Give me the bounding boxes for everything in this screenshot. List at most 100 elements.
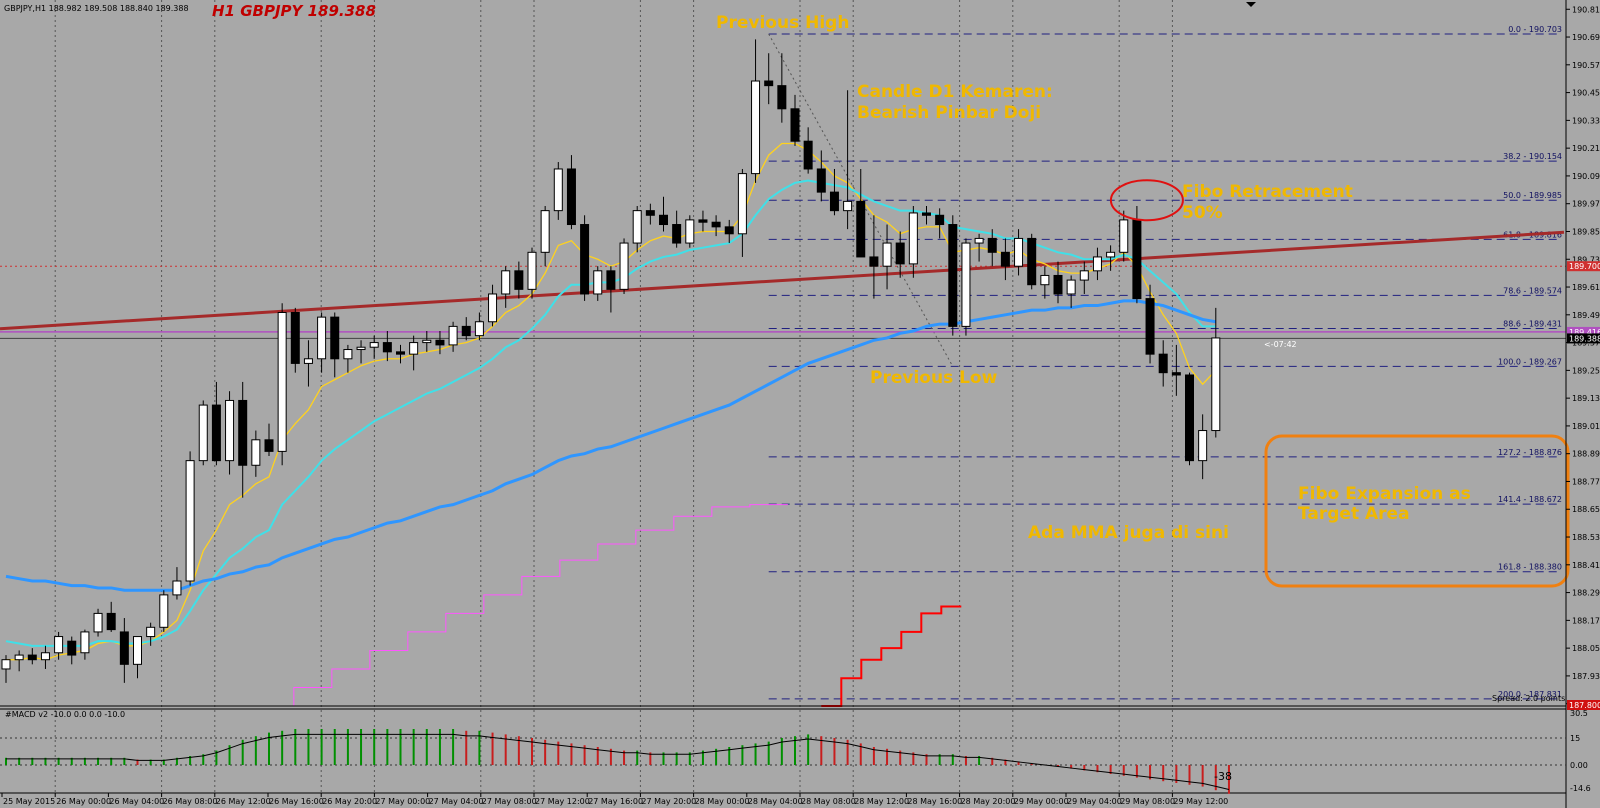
candle-bull <box>369 342 379 348</box>
fibo-level-label: 0.0 - 190.703 <box>1508 25 1562 34</box>
mma-step-line <box>255 504 788 707</box>
price-tick-label: 189.250 <box>1572 366 1600 375</box>
price-tick-label: 190.690 <box>1572 33 1600 42</box>
candle-bear <box>790 108 800 142</box>
candle-bull <box>1211 337 1221 432</box>
symbol-info: GBPJPY,H1 188.982 189.508 188.840 189.38… <box>4 4 189 13</box>
candle-bull <box>422 339 432 344</box>
candle-bear <box>948 224 958 327</box>
candle-bull <box>974 237 984 244</box>
macd-panel[interactable]: 30.5 15 0.00 -14.6 <box>0 709 1591 794</box>
candle-bull <box>159 594 169 628</box>
candle-bull <box>93 612 103 633</box>
time-tick-label: 27 May 12:00 <box>535 797 590 806</box>
annotation-fibo-expansion-line2: Target Area <box>1298 504 1410 524</box>
candle-bull <box>685 219 695 244</box>
annotation-shapes <box>1109 179 1570 588</box>
candle-bull <box>303 358 313 364</box>
time-tick-label: 26 May 20:00 <box>322 797 377 806</box>
annotation-candle-d1-line2: Bearish Pinbar Doji <box>857 103 1041 123</box>
target-step-line <box>821 605 962 707</box>
price-tick-label: 188.170 <box>1572 616 1600 625</box>
fibo-level-label: 88.6 - 189.431 <box>1503 319 1562 328</box>
candle-bear <box>659 214 668 226</box>
chart-title: H1 GBPJPY 189.388 <box>212 2 376 20</box>
candle-bull <box>448 325 458 346</box>
price-tag-ma-bg <box>1567 326 1600 337</box>
price-tick-label: 188.770 <box>1572 477 1600 486</box>
price-tag-hline-bg <box>1567 261 1600 272</box>
fibo-level-label: 78.6 - 189.574 <box>1503 286 1562 295</box>
candle-bull <box>198 404 208 462</box>
shift-marker-icon[interactable] <box>1246 2 1256 7</box>
candle-bear <box>803 140 813 170</box>
time-tick-label: 29 May 00:00 <box>1014 797 1069 806</box>
time-tick-label: 26 May 00:00 <box>56 797 111 806</box>
candle-bear <box>698 219 708 223</box>
candle-bull <box>40 652 50 661</box>
candle-bear <box>816 168 826 193</box>
candle-bull <box>632 210 642 244</box>
annotation-candle-d1-line1: Candle D1 Kemaren: <box>857 82 1053 102</box>
time-tick-label: 26 May 08:00 <box>163 797 218 806</box>
time-tick-label: 29 May 12:00 <box>1173 797 1228 806</box>
price-tick-label: 188.650 <box>1572 505 1600 514</box>
candle-bear <box>566 168 576 226</box>
annotation-mma: Ada MMA juga di sini <box>1028 523 1229 543</box>
candle-bull <box>1092 256 1102 272</box>
fibo-level-label: 38.2 - 190.154 <box>1503 152 1562 161</box>
fibo-level-label: 141.4 - 188.672 <box>1498 495 1562 504</box>
highlight-ellipse <box>1109 179 1184 222</box>
candle-bull <box>501 270 511 295</box>
candlesticks <box>1 39 1221 683</box>
candle-bull <box>251 439 261 466</box>
bar-countdown: <-07:42 <box>1264 340 1297 349</box>
time-tick-label: 28 May 00:00 <box>695 797 750 806</box>
macd-tick-label: -14.6 <box>1570 784 1591 793</box>
candle-bear <box>290 311 300 364</box>
candle-bull <box>80 631 90 654</box>
candle-bull <box>1119 219 1129 253</box>
candle-bull <box>1066 279 1076 295</box>
candle-bear <box>435 339 445 346</box>
candle-bull <box>317 316 327 360</box>
candle-bear <box>869 256 879 267</box>
candle-bull <box>751 80 761 175</box>
fibo-level-label: 50.0 - 189.985 <box>1503 191 1562 200</box>
candle-bear <box>580 224 590 295</box>
candle-bull <box>409 342 419 355</box>
fibo-level-label: 161.8 - 188.380 <box>1498 563 1562 572</box>
candle-bear <box>461 325 471 337</box>
candle-bear <box>1027 237 1037 286</box>
grid <box>54 0 1173 793</box>
candle-bull <box>1040 274 1050 286</box>
price-tag-bottom-bg <box>1567 700 1600 710</box>
price-tick-label: 190.570 <box>1572 61 1600 70</box>
annotation-fibo-retracement-line1: Fibo Retracement <box>1182 182 1353 202</box>
candle-bear <box>514 270 524 290</box>
candle-bear <box>645 210 655 216</box>
trendline <box>0 230 1565 331</box>
candle-bull <box>1014 237 1024 267</box>
price-tick-label: 188.890 <box>1572 450 1600 459</box>
price-tick-label: 188.530 <box>1572 533 1600 542</box>
candle-bull <box>1198 430 1208 462</box>
candle-bull <box>54 636 64 654</box>
price-tag-bid-bg <box>1567 333 1600 344</box>
fibo-swing-line <box>768 33 954 367</box>
time-tick-label: 29 May 04:00 <box>1067 797 1122 806</box>
candle-bull <box>185 460 195 582</box>
time-tick-label: 27 May 00:00 <box>375 797 430 806</box>
macd-tick-label: 15 <box>1570 734 1580 743</box>
price-tick-label: 190.450 <box>1572 89 1600 98</box>
candle-bull <box>474 321 484 337</box>
candle-bull <box>133 636 142 665</box>
candle-bear <box>1158 353 1168 374</box>
candle-bull <box>737 173 747 235</box>
price-tick-label: 188.290 <box>1572 589 1600 598</box>
annotation-previous-low: Previous Low <box>870 368 998 388</box>
candle-bull <box>553 168 563 212</box>
candle-bull <box>225 399 235 462</box>
